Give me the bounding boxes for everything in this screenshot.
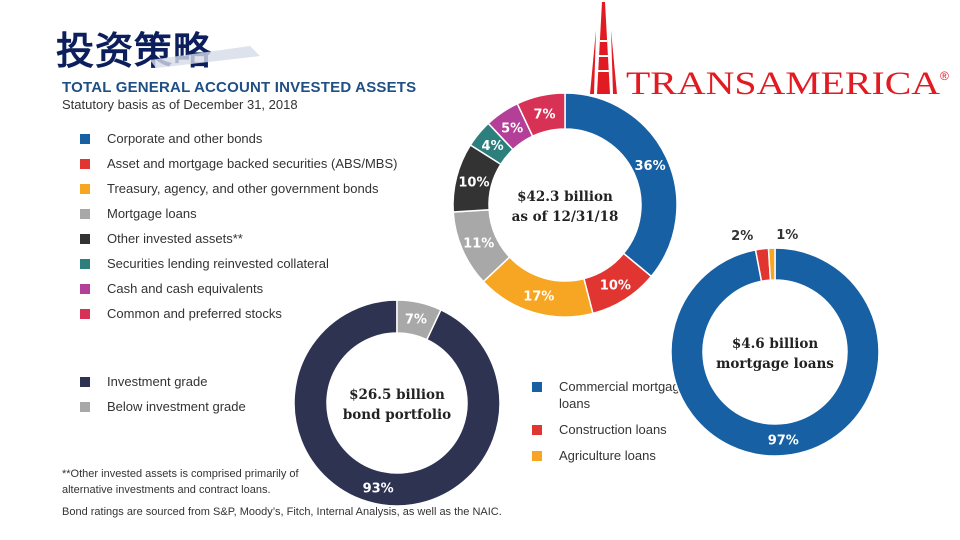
donut-slice	[293, 299, 501, 507]
center-label: bond portfolio	[343, 407, 451, 423]
registered-mark: ®	[940, 69, 949, 83]
legend-item: Treasury, agency, and other government b…	[80, 181, 397, 206]
mortgage-legend: Commercial mortgage loans Construction l…	[532, 378, 699, 473]
section-heading: TOTAL GENERAL ACCOUNT INVESTED ASSETS	[62, 79, 417, 96]
assets-legend: Corporate and other bonds Asset and mort…	[80, 131, 397, 331]
pyramid-tower-icon	[590, 2, 617, 94]
legend-item: Construction loans	[532, 421, 699, 438]
slice-label: 7%	[533, 107, 555, 122]
legend-swatch	[80, 234, 90, 244]
center-label: as of 12/31/18	[512, 209, 619, 225]
slice-label: 10%	[600, 278, 631, 293]
legend-item: Cash and cash equivalents	[80, 281, 397, 306]
slice-label: 36%	[634, 159, 665, 174]
legend-item: Corporate and other bonds	[80, 131, 397, 156]
slice-label: 4%	[482, 139, 504, 154]
slice-label: 17%	[523, 289, 554, 304]
legend-label: Common and preferred stocks	[107, 306, 282, 321]
slice-label: 11%	[463, 236, 494, 251]
slice-label: 1%	[776, 228, 798, 243]
slice-label: 93%	[363, 481, 394, 496]
legend-swatch	[80, 284, 90, 294]
legend-swatch	[80, 309, 90, 319]
legend-item: Investment grade	[80, 374, 246, 399]
mortgage-loans-donut: 97% 2% 1% $4.6 billion mortgage loans	[670, 228, 880, 457]
legend-item: Common and preferred stocks	[80, 306, 397, 331]
slice-label: 7%	[405, 313, 427, 328]
legend-swatch	[80, 134, 90, 144]
slice-label: 10%	[458, 176, 489, 191]
legend-item: Securities lending reinvested collateral	[80, 256, 397, 281]
legend-swatch	[80, 259, 90, 269]
legend-item: Agriculture loans	[532, 447, 699, 464]
legend-label: Cash and cash equivalents	[107, 281, 264, 296]
donut-slice	[670, 247, 880, 457]
slice-label: 2%	[731, 229, 753, 244]
legend-item: Other invested assets**	[80, 231, 397, 256]
legend-label: Agriculture loans	[559, 448, 656, 463]
bond-portfolio-donut: 93% 7% $26.5 billion bond portfolio	[293, 299, 501, 507]
legend-item: Commercial mortgage loans	[532, 378, 699, 412]
footnote-ratings: Bond ratings are sourced from S&P, Moody…	[62, 506, 502, 518]
legend-swatch	[532, 425, 542, 435]
legend-swatch	[80, 377, 90, 387]
legend-swatch	[80, 402, 90, 412]
donut-slice	[564, 92, 678, 278]
donut-slice	[516, 92, 566, 138]
legend-label: Other invested assets**	[107, 231, 243, 246]
transamerica-logo: TRANSAMERICA ®	[590, 2, 949, 98]
legend-label: Investment grade	[107, 374, 208, 389]
center-label: $26.5 billion	[349, 387, 445, 403]
legend-swatch	[80, 184, 90, 194]
legend-label: Construction loans	[559, 422, 667, 437]
legend-label: Securities lending reinvested collateral	[107, 256, 329, 271]
legend-swatch	[80, 209, 90, 219]
legend-label: Asset and mortgage backed securities (AB…	[107, 156, 398, 171]
center-label: $42.3 billion	[517, 189, 613, 205]
legend-label: Below investment grade	[107, 399, 246, 414]
section-subtitle: Statutory basis as of December 31, 2018	[62, 97, 298, 112]
title-swoosh-decoration	[150, 46, 260, 68]
legend-swatch	[532, 382, 542, 392]
legend-label: Commercial mortgage loans	[559, 379, 687, 411]
legend-item: Asset and mortgage backed securities (AB…	[80, 156, 397, 181]
slice-label: 97%	[768, 434, 799, 449]
donut-slice	[396, 299, 442, 341]
legend-label: Corporate and other bonds	[107, 131, 263, 146]
slice-label: 5%	[501, 121, 523, 136]
slide-title: 投资策略	[56, 29, 213, 73]
bond-legend: Investment grade Below investment grade	[80, 374, 246, 424]
legend-swatch	[532, 451, 542, 461]
donut-slice	[767, 247, 776, 281]
legend-swatch	[80, 159, 90, 169]
invested-assets-donut: 36% 10% 17% 11% 10% 4% 5% 7% $42.3 billion as of …	[452, 92, 678, 318]
center-label: mortgage loans	[716, 356, 834, 372]
logo-wordmark: TRANSAMERICA	[626, 66, 940, 98]
legend-label: Treasury, agency, and other government b…	[107, 181, 379, 196]
legend-item: Mortgage loans	[80, 206, 397, 231]
footnote-other-assets: **Other invested assets is comprised pri…	[62, 468, 299, 496]
legend-item: Below investment grade	[80, 399, 246, 424]
legend-label: Mortgage loans	[107, 206, 197, 221]
center-label: $4.6 billion	[732, 336, 819, 352]
